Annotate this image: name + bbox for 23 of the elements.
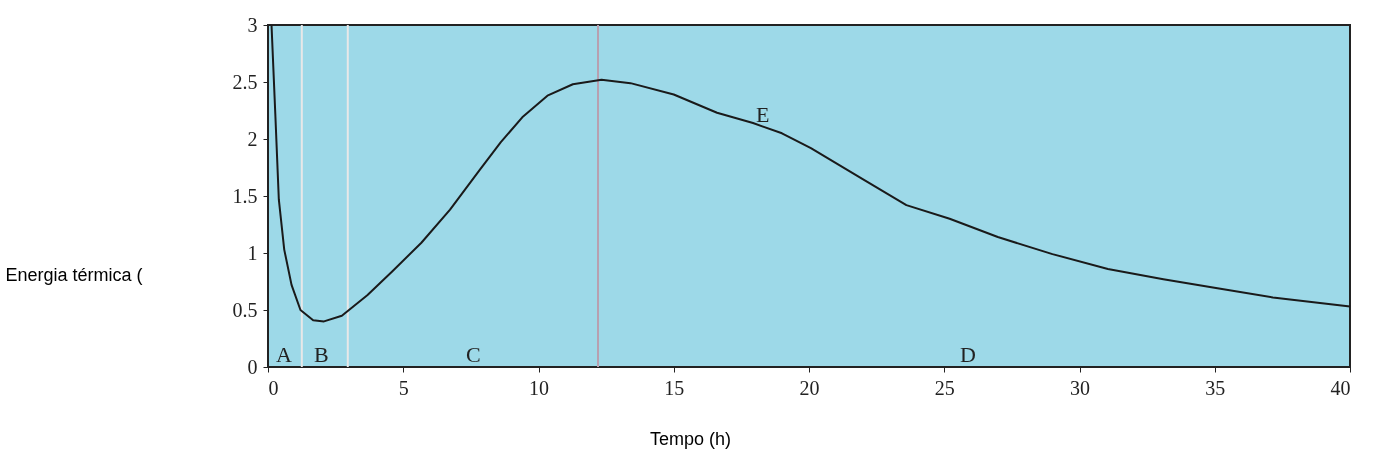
x-tick-label: 25 xyxy=(934,376,955,399)
annotation: C xyxy=(466,342,481,367)
y-tick-label: 0 xyxy=(247,355,258,378)
annotation: D xyxy=(960,342,976,367)
annotation: A xyxy=(276,342,292,367)
y-axis-title: Energia térmica ( xyxy=(5,264,143,285)
y-tick-label: 1 xyxy=(247,241,258,264)
y-tick-label: 0.5 xyxy=(232,298,258,321)
x-tick-label: 30 xyxy=(1070,376,1090,399)
y-tick-label: 3 xyxy=(247,13,258,36)
y-tick-label: 2.5 xyxy=(232,70,258,93)
x-tick-label: 20 xyxy=(799,376,820,399)
annotation: E xyxy=(756,102,770,127)
annotation: B xyxy=(314,342,329,367)
x-tick-label: 40 xyxy=(1330,376,1351,399)
x-tick-label: 10 xyxy=(529,376,549,399)
y-tick-label: 1.5 xyxy=(232,184,258,207)
y-tick-label: 2 xyxy=(247,127,258,150)
x-tick-label: 0 xyxy=(268,376,279,399)
x-axis-title: Tempo (h) xyxy=(649,428,732,449)
x-tick-label: 15 xyxy=(664,376,685,399)
x-tick-label: 35 xyxy=(1205,376,1226,399)
x-tick-label: 5 xyxy=(398,376,409,399)
